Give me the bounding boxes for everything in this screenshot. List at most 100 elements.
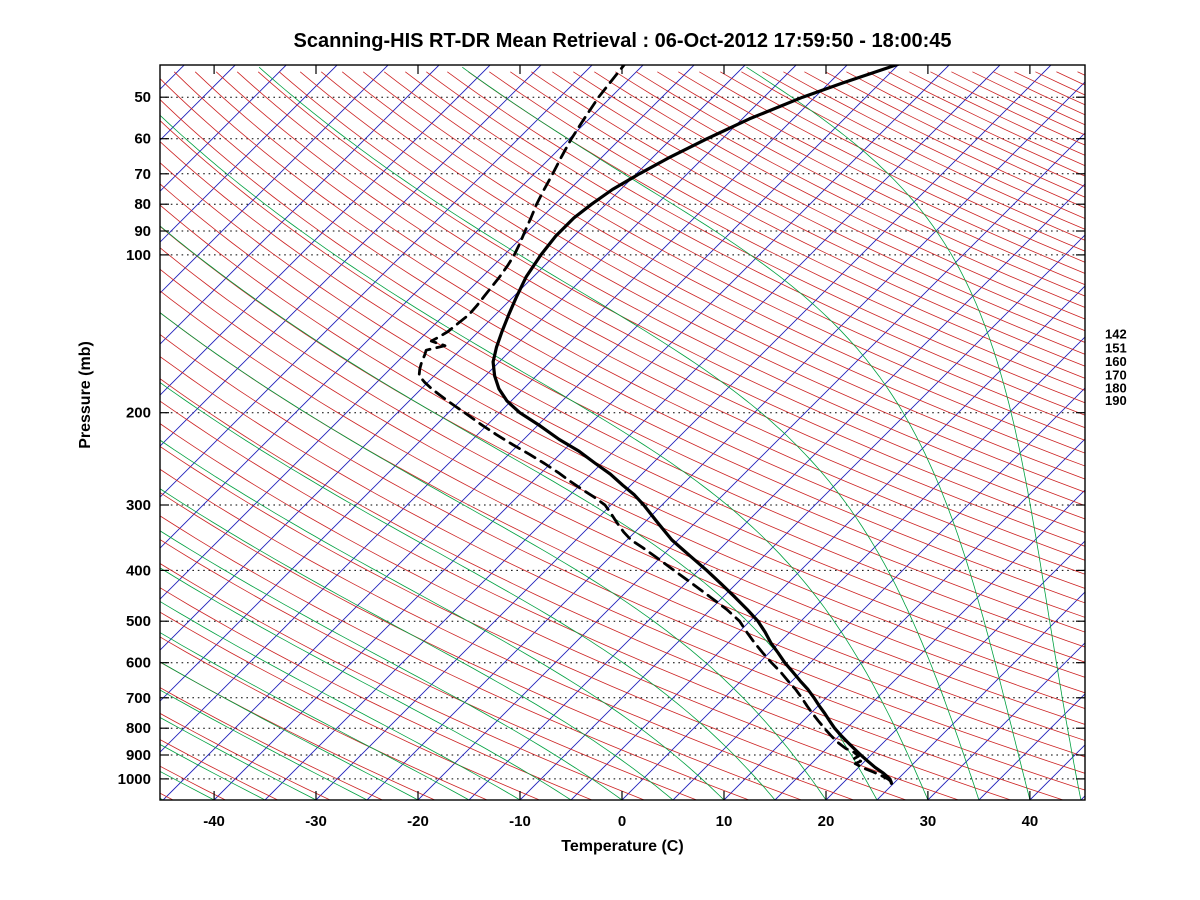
moist-adiabat-35 — [258, 66, 980, 800]
dry-adiabat-140 — [299, 71, 1085, 493]
x-tick-label: 10 — [716, 813, 733, 830]
dry-adiabat-90 — [160, 141, 1085, 633]
y-tick-label: 60 — [134, 131, 151, 148]
right-pressure-label: 190 — [1105, 393, 1127, 408]
moist-adiabat-0 — [160, 530, 623, 800]
moist-adiabat--10 — [160, 600, 521, 800]
dry-adiabat-0 — [160, 539, 697, 800]
dry-adiabat-220 — [636, 71, 1085, 297]
isotherms — [160, 65, 1085, 800]
moist-adiabat-30 — [160, 114, 929, 800]
moist-adiabat-40 — [462, 66, 1031, 800]
moist-adiabat--25 — [160, 689, 368, 800]
moist-adiabat-45 — [746, 66, 1082, 800]
dry-adiabat-230 — [678, 71, 1085, 274]
dry-adiabat-235 — [699, 71, 1085, 263]
dry-adiabat-195 — [531, 71, 1085, 355]
y-tick-label: 700 — [126, 690, 151, 707]
isotherm-40 — [1029, 744, 1085, 800]
dry-adiabat-100 — [160, 99, 1085, 604]
dry-adiabat-260 — [804, 71, 1085, 209]
dry-adiabat-55 — [160, 290, 1085, 741]
y-tick-label: 70 — [134, 166, 151, 183]
dry-adiabat--10 — [160, 587, 593, 800]
dry-adiabat-130 — [257, 71, 1085, 520]
dry-adiabat-190 — [510, 71, 1085, 367]
isotherm--35 — [264, 65, 1001, 800]
dry-adiabat-250 — [762, 71, 1085, 230]
dry-adiabat-155 — [362, 71, 1085, 454]
dry-adiabat-60 — [160, 268, 1085, 725]
dry-adiabat-40 — [160, 356, 1085, 791]
dry-adiabat-170 — [426, 71, 1085, 416]
isotherm--110 — [160, 65, 236, 141]
isotherm--100 — [160, 65, 338, 243]
moist-adiabat--40 — [160, 770, 215, 800]
isotherm--90 — [160, 65, 440, 345]
moist-adiabat--50 — [0, 67, 112, 800]
dry-adiabat-285 — [909, 71, 1085, 156]
x-tick-label: -10 — [509, 813, 531, 830]
dry-adiabat--25 — [160, 661, 435, 800]
right-pressure-label: 151 — [1105, 341, 1127, 356]
dry-adiabat-110 — [173, 71, 1085, 575]
dry-adiabat-185 — [489, 71, 1085, 379]
isotherm--85 — [160, 65, 491, 396]
dry-adiabat-5 — [160, 515, 750, 800]
dry-adiabat-330 — [1099, 72, 1200, 800]
dry-adiabat-145 — [320, 71, 1085, 480]
dry-adiabat-225 — [657, 71, 1085, 286]
sounding-traces — [417, 65, 901, 785]
moist-adiabat--60 — [0, 67, 10, 800]
x-tick-label: -40 — [203, 813, 225, 830]
y-tick-label: 90 — [134, 223, 151, 240]
dry-adiabat-325 — [1077, 71, 1085, 76]
dry-adiabat-290 — [930, 71, 1085, 146]
x-tick-label: 0 — [618, 813, 626, 830]
isotherm--40 — [213, 65, 950, 800]
y-tick-label: 200 — [126, 405, 151, 422]
dry-adiabat-120 — [215, 71, 1085, 547]
dry-adiabat-85 — [160, 162, 1085, 648]
isotherm--10 — [519, 234, 1085, 800]
dry-adiabat--5 — [160, 563, 645, 800]
dry-adiabat-45 — [160, 333, 1085, 774]
isotherm--5 — [570, 285, 1085, 800]
moist-adiabat--30 — [160, 716, 317, 800]
dry-adiabat-175 — [447, 71, 1085, 404]
dry-adiabat-165 — [405, 71, 1085, 429]
dry-adiabat-215 — [615, 71, 1085, 308]
isotherm-25 — [876, 591, 1085, 800]
isotherm--45 — [162, 65, 899, 800]
isotherm-10 — [723, 438, 1085, 800]
moist-adiabat--5 — [160, 567, 572, 800]
dry-adiabat-160 — [383, 71, 1085, 441]
dry-adiabat-125 — [236, 71, 1085, 533]
moist-adiabat--55 — [0, 67, 61, 800]
y-tick-label: 100 — [126, 247, 151, 264]
dry-adiabat-65 — [160, 247, 1085, 710]
right-pressure-label: 180 — [1105, 381, 1127, 396]
dry-adiabat-95 — [160, 120, 1085, 618]
dry-adiabat-25 — [160, 423, 959, 800]
y-tick-label: 500 — [126, 613, 151, 630]
dry-adiabat-80 — [160, 183, 1085, 663]
x-tick-label: 40 — [1022, 813, 1039, 830]
isotherm--95 — [160, 65, 389, 294]
right-pressure-label: 142 — [1105, 327, 1127, 342]
isotherm-15 — [774, 489, 1085, 800]
isotherm-45 — [1080, 795, 1085, 800]
dry-adiabat-265 — [825, 71, 1085, 198]
moist-adiabat-10 — [160, 439, 725, 800]
dry-adiabat-200 — [552, 71, 1085, 343]
dry-adiabat-245 — [741, 71, 1085, 241]
moist-adiabat-15 — [160, 382, 776, 800]
dry-adiabat-315 — [1035, 71, 1085, 96]
dry-adiabat-210 — [594, 71, 1085, 320]
moist-adiabat--15 — [160, 632, 470, 800]
y-tick-label: 300 — [126, 497, 151, 514]
y-tick-label: 900 — [126, 747, 151, 764]
y-axis-label-text: Pressure (mb) — [77, 341, 94, 449]
dry-adiabat-205 — [573, 71, 1085, 332]
